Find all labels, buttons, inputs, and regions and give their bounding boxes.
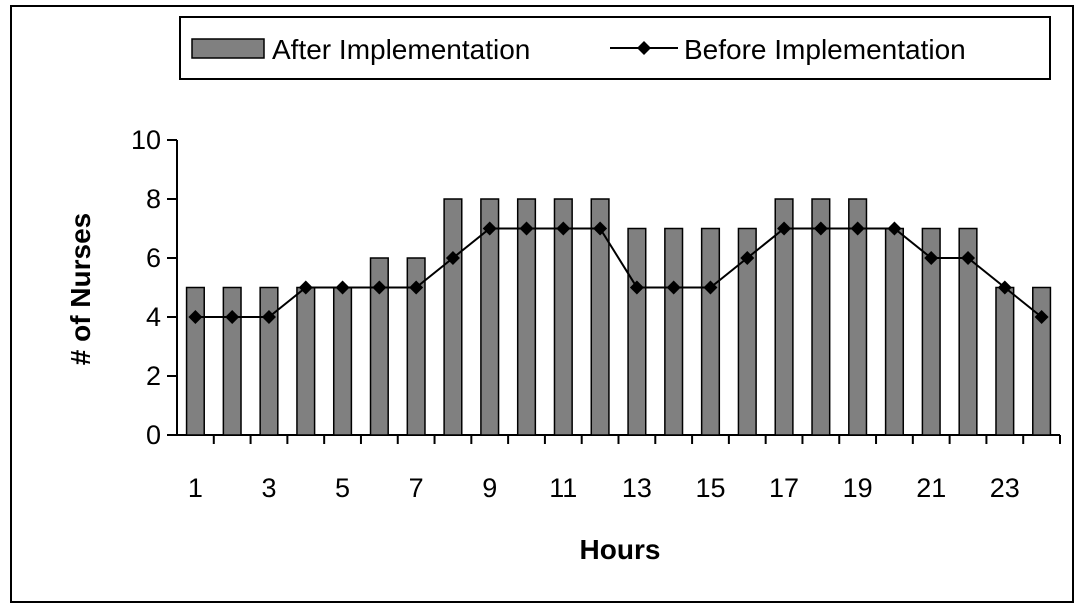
x-axis-title: Hours	[580, 534, 661, 565]
line-point	[593, 221, 608, 236]
line-point	[188, 310, 203, 324]
bar	[259, 286, 279, 436]
line-point	[740, 251, 755, 265]
line-point	[409, 280, 424, 295]
legend: After Implementation Before Implementati…	[179, 16, 1051, 80]
bar	[222, 286, 242, 436]
chart-frame: After Implementation Before Implementati…	[10, 5, 1074, 603]
y-tick-label: 0	[146, 420, 161, 450]
y-ticks: 0 2 4 6 8 10	[131, 125, 177, 450]
bar	[884, 227, 905, 436]
x-tick-label: 13	[622, 473, 652, 503]
bar	[995, 286, 1015, 436]
line-point	[225, 310, 240, 324]
bar	[185, 286, 205, 436]
line-point	[813, 221, 828, 236]
bar	[296, 286, 316, 436]
bar	[406, 257, 426, 436]
bar	[774, 198, 794, 436]
bar	[553, 198, 573, 436]
legend-label-after: After Implementation	[272, 34, 530, 65]
bar	[443, 198, 463, 436]
series-line	[195, 227, 1043, 318]
bar	[1032, 286, 1052, 436]
line-point	[961, 251, 976, 265]
line-point	[924, 251, 939, 265]
bar	[332, 286, 353, 436]
x-tick-label: 19	[843, 473, 873, 503]
line-before-implementation	[188, 221, 1049, 324]
x-tick-label: 1	[188, 473, 203, 503]
bar	[848, 198, 868, 436]
x-tick-label: 3	[261, 473, 276, 503]
line-point	[482, 221, 497, 236]
line-point	[629, 280, 644, 295]
x-tick-label: 11	[549, 473, 577, 503]
bar	[700, 227, 721, 436]
line-point	[335, 280, 350, 295]
bar	[958, 227, 978, 436]
line-point	[850, 221, 865, 236]
x-tick-label: 15	[695, 473, 725, 503]
x-tick-label: 7	[409, 473, 424, 503]
bar	[516, 198, 537, 436]
line-point	[298, 280, 313, 295]
bar	[590, 198, 610, 436]
legend-bar-swatch	[191, 38, 265, 59]
x-tick-label: 5	[335, 473, 350, 503]
line-point	[666, 280, 681, 295]
y-tick-label: 6	[146, 243, 161, 273]
line-point	[997, 280, 1012, 295]
bar	[921, 227, 941, 436]
y-tick-label: 8	[146, 184, 161, 214]
bars-after-implementation	[185, 198, 1052, 436]
line-point	[777, 221, 792, 236]
y-tick-label: 4	[146, 302, 161, 332]
bar	[627, 227, 647, 436]
line-point	[372, 280, 387, 295]
line-point	[1034, 310, 1049, 324]
line-point	[887, 221, 902, 236]
x-tick-label: 21	[916, 473, 946, 503]
y-axis-title: # of Nurses	[65, 213, 96, 366]
x-ticks: 1 3 5 7 9 11 13 15 17 19 21 23	[188, 435, 1061, 503]
line-point	[703, 280, 718, 295]
y-tick-label: 2	[146, 361, 161, 391]
bar	[369, 257, 389, 436]
x-tick-label: 17	[769, 473, 799, 503]
x-tick-label: 9	[482, 473, 497, 503]
chart-svg: After Implementation Before Implementati…	[65, 16, 1061, 565]
legend-label-before: Before Implementation	[684, 34, 966, 65]
legend-diamond-marker	[637, 41, 651, 55]
line-point	[519, 221, 534, 236]
y-tick-label: 10	[131, 125, 161, 155]
line-point	[261, 310, 276, 324]
bar	[664, 227, 684, 436]
bar	[811, 198, 831, 436]
line-point	[445, 251, 460, 265]
bar	[737, 227, 757, 436]
x-tick-label: 23	[990, 473, 1020, 503]
bar	[480, 198, 500, 436]
line-point	[556, 221, 571, 236]
